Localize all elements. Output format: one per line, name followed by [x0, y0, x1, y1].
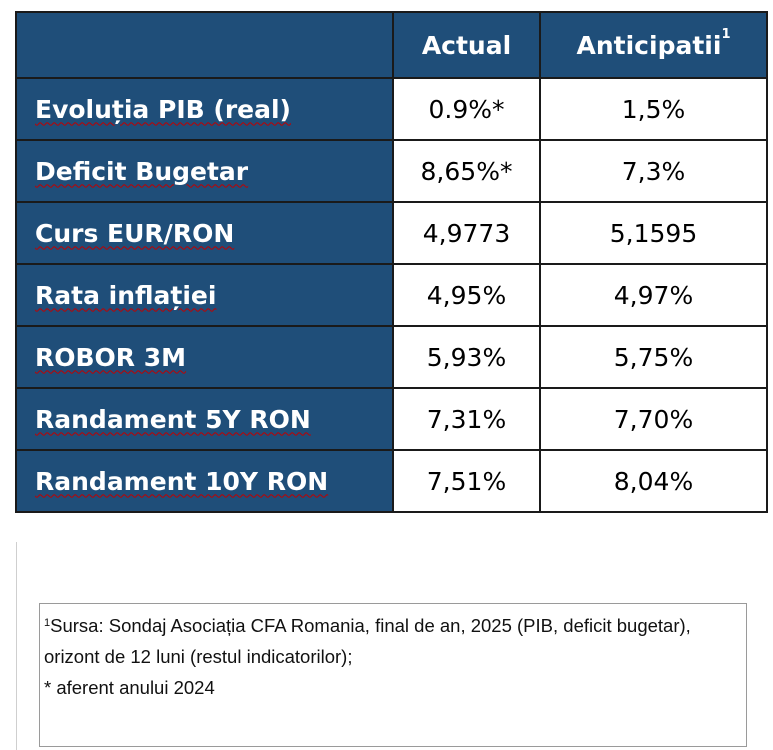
indicators-table: Actual Anticipatii1 Evoluția PIB (real) … [15, 11, 768, 513]
row-label: Evoluția PIB (real) [15, 77, 394, 141]
table-row: Deficit Bugetar 8,65%* 7,3% [15, 139, 768, 203]
anticipated-value: 5,75% [539, 325, 768, 389]
header-actual: Actual [392, 11, 541, 79]
table-header-row: Actual Anticipatii1 [15, 11, 768, 79]
actual-value: 4,95% [392, 263, 541, 327]
anticipated-value: 7,3% [539, 139, 768, 203]
footnote-source: 1Sursa: Sondaj Asociația CFA Romania, fi… [44, 615, 691, 667]
row-label: Deficit Bugetar [15, 139, 394, 203]
table-row: Randament 5Y RON 7,31% 7,70% [15, 387, 768, 451]
anticipated-value: 4,97% [539, 263, 768, 327]
table-row: Rata inflației 4,95% 4,97% [15, 263, 768, 327]
table-row: Curs EUR/RON 4,9773 5,1595 [15, 201, 768, 265]
actual-value: 7,31% [392, 387, 541, 451]
actual-value: 8,65%* [392, 139, 541, 203]
row-label: Rata inflației [15, 263, 394, 327]
header-anticipated: Anticipatii1 [539, 11, 768, 79]
actual-value: 4,9773 [392, 201, 541, 265]
footnote-marker: 1 [44, 617, 51, 629]
header-footnote-marker: 1 [721, 26, 731, 42]
header-corner-cell [15, 11, 394, 79]
footnote-asterisk: * aferent anului 2024 [44, 677, 215, 698]
actual-value: 0.9%* [392, 77, 541, 141]
actual-value: 7,51% [392, 449, 541, 513]
row-label: Randament 10Y RON [15, 449, 394, 513]
actual-value: 5,93% [392, 325, 541, 389]
row-label: Curs EUR/RON [15, 201, 394, 265]
row-label: ROBOR 3M [15, 325, 394, 389]
anticipated-value: 5,1595 [539, 201, 768, 265]
page-margin-rule [16, 542, 17, 750]
footnote-box: 1Sursa: Sondaj Asociația CFA Romania, fi… [39, 603, 747, 747]
table-row: ROBOR 3M 5,93% 5,75% [15, 325, 768, 389]
anticipated-value: 8,04% [539, 449, 768, 513]
row-label: Randament 5Y RON [15, 387, 394, 451]
table-row: Randament 10Y RON 7,51% 8,04% [15, 449, 768, 513]
table-row: Evoluția PIB (real) 0.9%* 1,5% [15, 77, 768, 141]
anticipated-value: 7,70% [539, 387, 768, 451]
anticipated-value: 1,5% [539, 77, 768, 141]
